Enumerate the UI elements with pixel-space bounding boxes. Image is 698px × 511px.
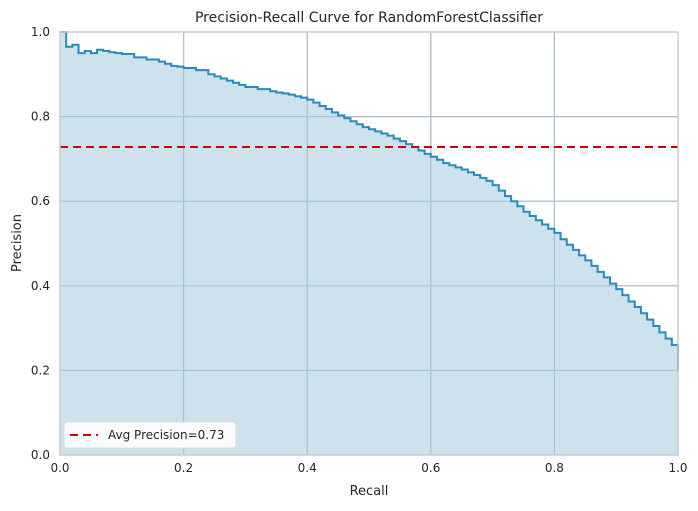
x-tick-label: 0.0 xyxy=(50,461,69,475)
chart-title: Precision-Recall Curve for RandomForestC… xyxy=(195,10,543,26)
y-tick-label: 1.0 xyxy=(31,25,50,39)
precision-area-fill xyxy=(60,32,678,455)
plot-frame xyxy=(59,31,679,456)
x-tick-label: 0.2 xyxy=(174,461,193,475)
x-tick-label: 1.0 xyxy=(668,461,687,475)
legend: Avg Precision=0.73 xyxy=(63,421,237,449)
y-axis-label: Precision xyxy=(10,214,25,272)
x-tick-label: 0.4 xyxy=(298,461,317,475)
y-tick-label: 0.4 xyxy=(31,279,50,293)
precision-recall-curve xyxy=(60,31,679,371)
x-tick-label: 0.6 xyxy=(421,461,440,475)
y-tick-labels: 0.0 0.2 0.4 0.6 0.8 1.0 xyxy=(31,25,50,462)
legend-box xyxy=(63,421,237,449)
y-tick-label: 0.0 xyxy=(31,448,50,462)
grid-lines-overlay xyxy=(60,32,678,455)
y-tick-label: 0.8 xyxy=(31,110,50,124)
x-tick-labels: 0.0 0.2 0.4 0.6 0.8 1.0 xyxy=(50,461,687,475)
y-tick-label: 0.2 xyxy=(31,363,50,377)
x-tick-label: 0.8 xyxy=(545,461,564,475)
legend-label: Avg Precision=0.73 xyxy=(108,428,224,442)
y-tick-label: 0.6 xyxy=(31,194,50,208)
x-axis-label: Recall xyxy=(350,484,389,499)
